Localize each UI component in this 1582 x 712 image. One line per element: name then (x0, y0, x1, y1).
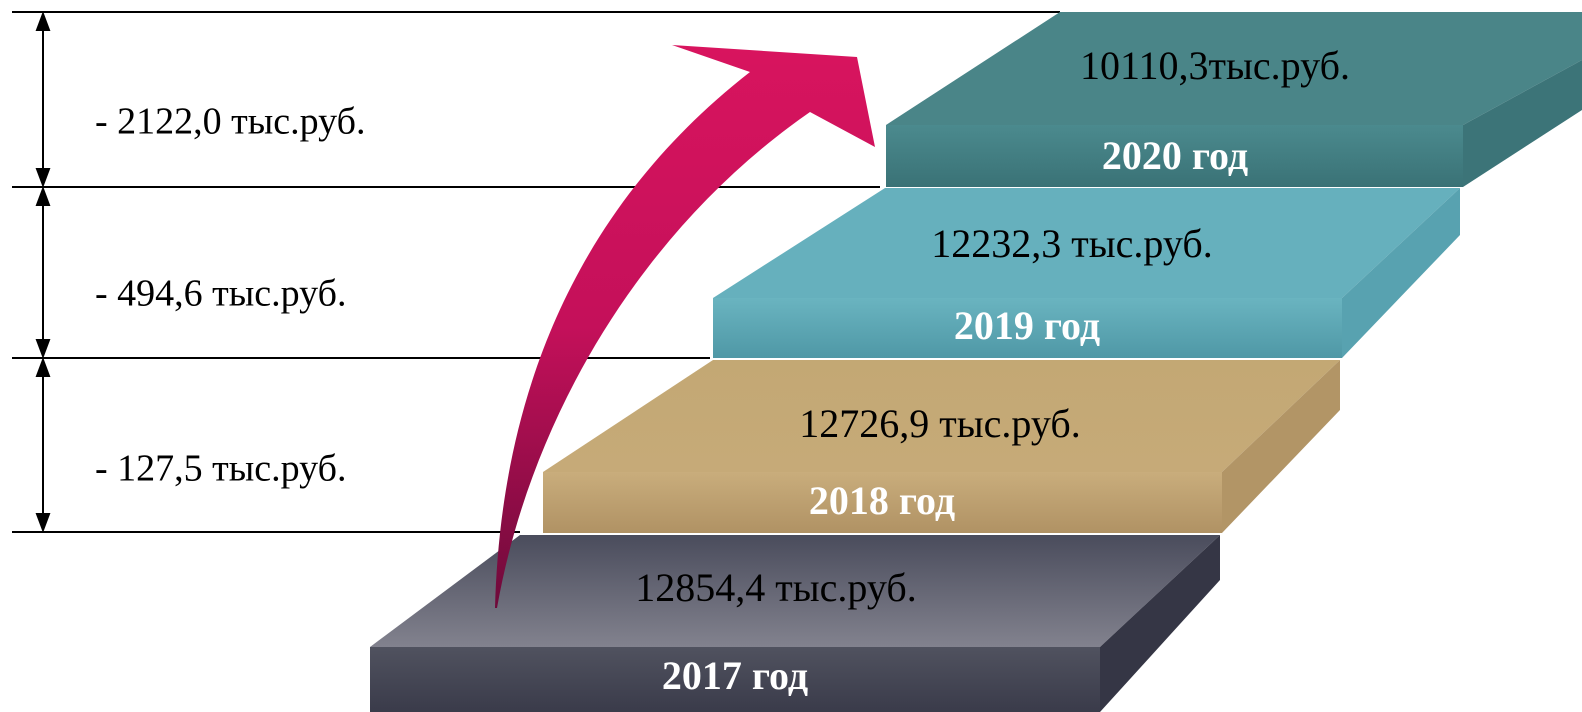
difference: - 494,6 тыс.руб. (95, 273, 347, 315)
step-2019 (713, 188, 1460, 358)
step-value: 12854,4 тыс.руб. (635, 565, 916, 610)
step-value: 12232,3 тыс.руб. (931, 221, 1212, 266)
growth-arrow (495, 45, 875, 608)
step-year: 2017 год (662, 653, 808, 698)
step-2017 (370, 535, 1220, 712)
step-2018 (543, 360, 1340, 533)
scale: - 2122,0 тыс.руб. - 494,6 тыс.руб. - 127… (12, 11, 1060, 533)
arrows (35, 11, 51, 533)
step-year: 2018 год (809, 478, 955, 523)
step-year: 2020 год (1102, 133, 1248, 178)
difference: - 2122,0 тыс.руб. (95, 101, 366, 143)
difference: - 127,5 тыс.руб. (95, 448, 347, 490)
step-year: 2019 год (954, 303, 1100, 348)
step-value: 12726,9 тыс.руб. (799, 401, 1080, 446)
step-2020 (886, 12, 1582, 187)
step-value: 10110,3тыс.руб. (1080, 43, 1350, 88)
